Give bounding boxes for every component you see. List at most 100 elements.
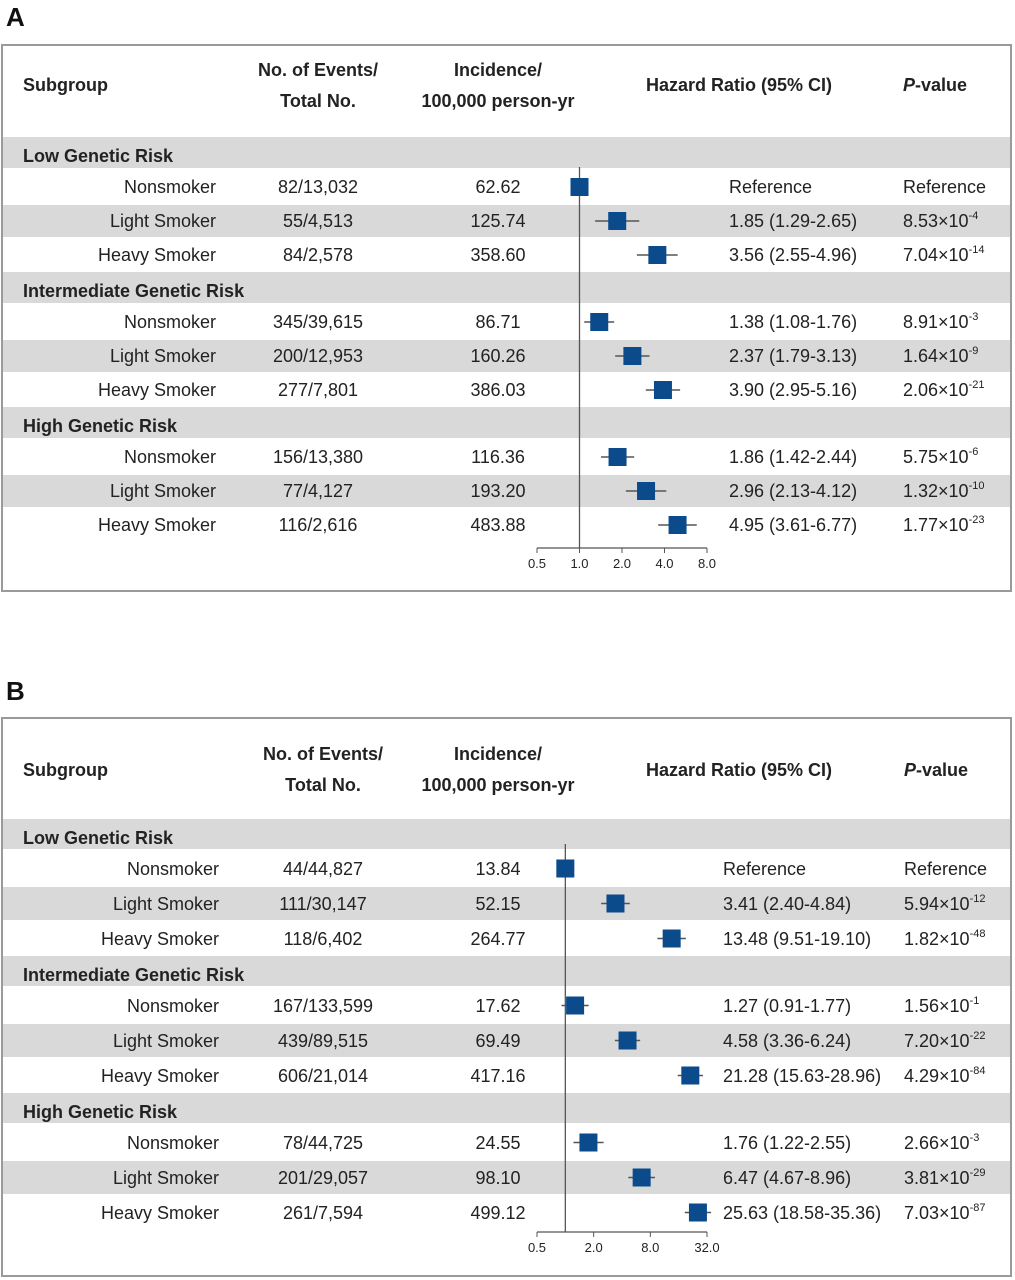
hr-marker	[623, 347, 642, 365]
row-incidence: 417.16	[470, 1065, 526, 1086]
header-subgroup: Subgroup	[23, 760, 108, 780]
header-p-italic: P	[904, 760, 917, 780]
header-p-value: P-value	[903, 76, 967, 94]
row-band	[3, 340, 1010, 372]
hr-marker	[648, 246, 667, 264]
row-incidence: 17.62	[475, 995, 521, 1016]
row-events: 201/29,057	[277, 1167, 369, 1188]
hr-marker	[566, 996, 585, 1015]
row-hazard-ratio: 1.86 (1.42-2.44)	[729, 447, 858, 467]
p-exponent: -22	[969, 1029, 986, 1042]
header-subgroup: Subgroup	[23, 75, 108, 95]
group-label: Intermediate Genetic Risk	[23, 965, 245, 985]
row-band	[3, 1024, 1010, 1057]
group-label: Low Genetic Risk	[23, 146, 174, 166]
row-hazard-ratio: 25.63 (18.58-35.36)	[723, 1202, 882, 1223]
row-events: 78/44,725	[282, 1132, 364, 1153]
p-mantissa: 7.20×10	[904, 1030, 970, 1051]
row-hazard-ratio: 13.48 (9.51-19.10)	[723, 928, 872, 949]
row-label: Light Smoker	[112, 1167, 219, 1188]
hr-marker	[688, 1203, 707, 1222]
panel-b-letter: B	[6, 676, 25, 706]
row-p-value: 2.66×10-3	[904, 1132, 979, 1153]
group-label: High Genetic Risk	[23, 416, 178, 436]
row-hazard-ratio: 6.47 (4.67-8.96)	[723, 1167, 852, 1188]
header-events-line1: No. of Events/	[257, 60, 379, 80]
row-label: Heavy Smoker	[100, 1065, 219, 1086]
row-p-value: 1.56×10-1	[904, 994, 980, 1016]
p-mantissa: 5.94×10	[904, 893, 970, 914]
hr-marker	[618, 1031, 637, 1050]
row-p-value: 8.53×10-4	[903, 211, 978, 231]
x-tick-label: 8.0	[641, 1240, 659, 1255]
row-p-value: Reference	[903, 177, 987, 197]
p-exponent: -1	[969, 994, 980, 1007]
row-hazard-ratio: Reference	[729, 177, 813, 197]
p-mantissa: 7.04×10	[903, 245, 969, 265]
p-exponent: -29	[969, 1166, 986, 1179]
row-events: 44/44,827	[282, 858, 364, 879]
row-events: 439/89,515	[277, 1030, 369, 1051]
p-mantissa: 2.66×10	[904, 1132, 970, 1153]
hr-marker	[556, 859, 575, 878]
row-p-value: 7.03×10-87	[904, 1202, 985, 1222]
p-exponent: -21	[968, 379, 985, 391]
row-p-value: 1.77×10-23	[903, 514, 985, 535]
row-hazard-ratio: 2.37 (1.79-3.13)	[729, 346, 858, 366]
row-hazard-ratio: 4.58 (3.36-6.24)	[723, 1030, 852, 1051]
row-incidence: 499.12	[470, 1202, 526, 1223]
p-mantissa: 5.75×10	[903, 447, 969, 467]
row-label: Nonsmoker	[126, 858, 219, 879]
row-events: 277/7,801	[277, 380, 359, 400]
row-hazard-ratio: 21.28 (15.63-28.96)	[723, 1065, 882, 1086]
row-incidence: 69.49	[475, 1030, 521, 1051]
header-incidence-line2: 100,000 person-yr	[421, 775, 575, 795]
group-label: Low Genetic Risk	[23, 828, 174, 848]
row-label: Heavy Smoker	[100, 1202, 219, 1223]
row-incidence: 358.60	[470, 245, 526, 265]
row-p-value: 2.06×10-21	[903, 379, 985, 400]
group-band	[3, 956, 1010, 986]
row-band	[3, 1161, 1010, 1194]
header-p-rest: -value	[916, 760, 969, 780]
row-p-value: 1.64×10-9	[903, 345, 979, 366]
row-incidence: 116.36	[471, 447, 525, 467]
header-incidence-line1: Incidence/	[453, 60, 543, 80]
hr-marker	[590, 313, 609, 331]
p-exponent: -12	[969, 892, 986, 905]
p-mantissa: 1.82×10	[904, 928, 970, 949]
panel-b-forest-table: Subgroup No. of Events/Total No. Incidence…	[1, 717, 1012, 1277]
row-label: Nonsmoker	[126, 1132, 219, 1153]
header-incidence-line1: Incidence/	[453, 744, 543, 764]
x-tick-label: 0.5	[528, 1240, 546, 1255]
header-p-rest: -value	[915, 75, 968, 95]
p-exponent: -23	[968, 514, 985, 526]
forest-plot: 0.5 1.0 2.0 4.0 8.0	[528, 167, 716, 571]
row-band	[3, 475, 1010, 507]
forest-plot: 0.5 2.0 8.0 32.0	[528, 844, 720, 1255]
header-events-line2: Total No.	[285, 775, 361, 795]
header-hazard-ratio: Hazard Ratio (95% CI)	[646, 75, 833, 95]
row-events: 156/13,380	[272, 447, 364, 467]
p-exponent: -48	[969, 927, 986, 940]
hr-marker	[637, 482, 656, 500]
p-exponent: -9	[968, 345, 979, 357]
panel-a-letter: A	[6, 2, 25, 32]
row-hazard-ratio: 3.56 (2.55-4.96)	[729, 245, 858, 265]
p-mantissa: 1.56×10	[904, 995, 970, 1016]
x-tick-label: 2.0	[585, 1240, 603, 1255]
header-hazard-ratio: Hazard Ratio (95% CI)	[646, 760, 833, 780]
row-label: Nonsmoker	[123, 312, 216, 332]
row-events: 345/39,615	[272, 312, 364, 332]
p-mantissa: 4.29×10	[904, 1065, 970, 1086]
row-p-value: 7.20×10-22	[904, 1029, 986, 1051]
x-tick-label: 1.0	[570, 556, 588, 571]
group-band	[3, 137, 1010, 168]
hr-marker	[570, 178, 589, 196]
row-incidence: 386.03	[470, 380, 526, 400]
row-incidence: 98.10	[475, 1167, 521, 1188]
row-p-value: 5.94×10-12	[904, 892, 986, 914]
row-events: 84/2,578	[282, 245, 354, 265]
x-tick-label: 8.0	[698, 556, 716, 571]
header-p-italic: P	[903, 75, 916, 95]
